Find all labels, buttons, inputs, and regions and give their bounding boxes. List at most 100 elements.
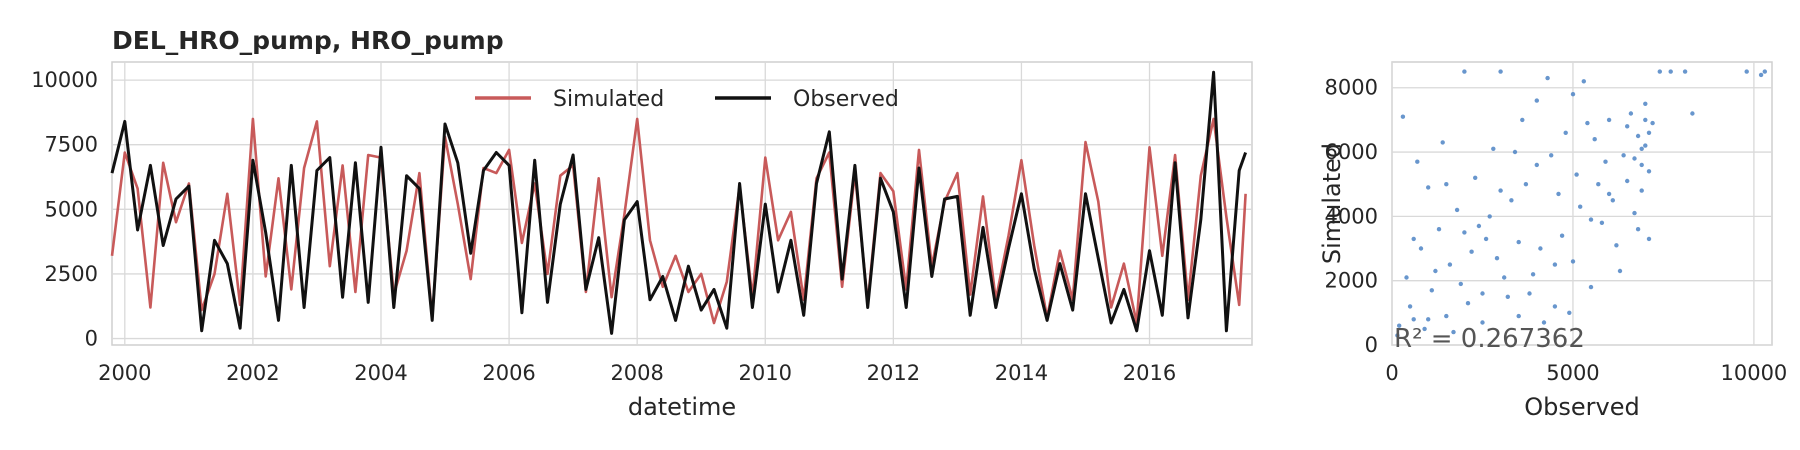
scatter-plot: 0 5000 10000 0 2000 4000 6000 8000 Observed Simul… bbox=[1318, 61, 1787, 421]
scatter-point bbox=[1444, 313, 1449, 319]
scatter-point bbox=[1559, 233, 1565, 238]
x-tick-label: 0 bbox=[1385, 361, 1398, 385]
scatter-point bbox=[1563, 130, 1568, 135]
scatter-point bbox=[1635, 133, 1641, 139]
scatter-point bbox=[1447, 262, 1453, 267]
scatter-point bbox=[1418, 246, 1424, 251]
scatter-point bbox=[1758, 72, 1764, 78]
scatter-point bbox=[1603, 159, 1608, 164]
scatter-point bbox=[1516, 239, 1521, 245]
scatter-point bbox=[1444, 182, 1449, 187]
y-tick-label: 4000 bbox=[1325, 204, 1378, 228]
scatter-point bbox=[1512, 149, 1518, 155]
scatter-point bbox=[1614, 243, 1619, 248]
scatter-point bbox=[1621, 153, 1626, 158]
scatter-point bbox=[1581, 79, 1587, 84]
scatter-point bbox=[1483, 236, 1489, 242]
scatter-point bbox=[1411, 236, 1416, 242]
scatter-point bbox=[1552, 262, 1558, 267]
scatter-point bbox=[1462, 69, 1467, 74]
y-tick-label: 0 bbox=[85, 327, 98, 351]
scatter-point bbox=[1541, 320, 1547, 325]
scatter-point bbox=[1433, 268, 1438, 274]
scatter-point bbox=[1643, 101, 1648, 107]
scatter-point bbox=[1404, 275, 1409, 280]
scatter-point bbox=[1668, 69, 1673, 74]
scatter-point bbox=[1643, 117, 1648, 123]
y-tick-label: 2000 bbox=[1325, 269, 1378, 293]
x-tick-label: 10000 bbox=[1720, 361, 1787, 385]
scatter-point bbox=[1523, 182, 1529, 187]
x-tick-label: 2010 bbox=[739, 361, 792, 385]
scatter-point bbox=[1397, 323, 1402, 328]
legend-label-observed: Observed bbox=[793, 87, 899, 112]
chart-title: DEL_HRO_pump, HRO_pump bbox=[112, 26, 504, 55]
scatter-point bbox=[1682, 69, 1688, 74]
series-line-simulated bbox=[110, 117, 1247, 325]
scatter-point bbox=[1530, 272, 1536, 277]
scatter-point bbox=[1465, 301, 1471, 306]
scatter-point bbox=[1596, 182, 1601, 187]
scatter-point bbox=[1599, 220, 1605, 225]
scatter-point bbox=[1646, 169, 1652, 174]
scatter-point bbox=[1422, 326, 1427, 332]
scatter-point bbox=[1473, 175, 1478, 180]
x-axis-label: datetime bbox=[628, 393, 736, 421]
scatter-point bbox=[1606, 117, 1612, 123]
scatter-point bbox=[1520, 117, 1525, 123]
scatter-point bbox=[1556, 191, 1561, 197]
series-line-observed bbox=[110, 70, 1248, 335]
scatter-point bbox=[1632, 210, 1637, 216]
r-squared-annotation: R² = 0.267362 bbox=[1394, 324, 1585, 354]
y-tick-label: 10000 bbox=[31, 68, 98, 92]
x-tick-label: 2004 bbox=[354, 361, 407, 385]
scatter-point bbox=[1643, 143, 1648, 148]
scatter-point bbox=[1606, 191, 1612, 197]
scatter-point bbox=[1407, 304, 1413, 309]
scatter-point bbox=[1458, 281, 1464, 287]
scatter-point bbox=[1534, 162, 1540, 168]
scatter-point bbox=[1592, 137, 1597, 142]
scatter-point bbox=[1632, 156, 1637, 161]
x-tick-label: 2012 bbox=[867, 361, 920, 385]
scatter-point bbox=[1588, 217, 1594, 222]
scatter-point bbox=[1415, 159, 1420, 164]
x-tick-label: 2006 bbox=[482, 361, 535, 385]
scatter-point bbox=[1574, 172, 1579, 177]
y-tick-label: 5000 bbox=[45, 197, 98, 221]
timeseries-plot: 2000 2002 2004 2006 2008 2010 2012 2014 2016 0 250… bbox=[31, 61, 1253, 421]
y-tick-label: 2500 bbox=[45, 262, 98, 286]
scatter-point bbox=[1646, 130, 1652, 135]
scatter-point bbox=[1429, 288, 1435, 293]
scatter-point bbox=[1462, 230, 1467, 235]
y-tick-label: 0 bbox=[1365, 333, 1378, 357]
scatter-point bbox=[1498, 69, 1503, 74]
scatter-point bbox=[1552, 304, 1558, 309]
scatter-point bbox=[1494, 256, 1500, 261]
x-tick-label: 2008 bbox=[610, 361, 663, 385]
scatter-y-axis-label: Simulated bbox=[1318, 143, 1346, 264]
scatter-point bbox=[1567, 310, 1572, 315]
x-tick-label: 2014 bbox=[995, 361, 1048, 385]
x-tick-label: 2000 bbox=[98, 361, 151, 385]
scatter-point bbox=[1502, 275, 1507, 280]
scatter-point bbox=[1454, 207, 1460, 213]
scatter-point bbox=[1400, 114, 1406, 119]
scatter-point bbox=[1534, 98, 1540, 103]
scatter-point bbox=[1625, 124, 1630, 129]
scatter-point bbox=[1639, 162, 1644, 168]
y-tick-label: 8000 bbox=[1325, 76, 1378, 100]
scatter-point bbox=[1549, 153, 1554, 158]
scatter-point bbox=[1744, 69, 1749, 74]
scatter-point bbox=[1628, 111, 1634, 116]
scatter-point bbox=[1635, 227, 1641, 232]
scatter-point bbox=[1469, 249, 1474, 254]
scatter-point bbox=[1538, 246, 1543, 251]
scatter-point bbox=[1451, 329, 1456, 335]
scatter-point bbox=[1509, 198, 1514, 203]
scatter-x-axis-label: Observed bbox=[1524, 393, 1639, 421]
scatter-point bbox=[1570, 92, 1576, 97]
x-tick-label: 5000 bbox=[1546, 361, 1599, 385]
scatter-point bbox=[1436, 227, 1442, 232]
